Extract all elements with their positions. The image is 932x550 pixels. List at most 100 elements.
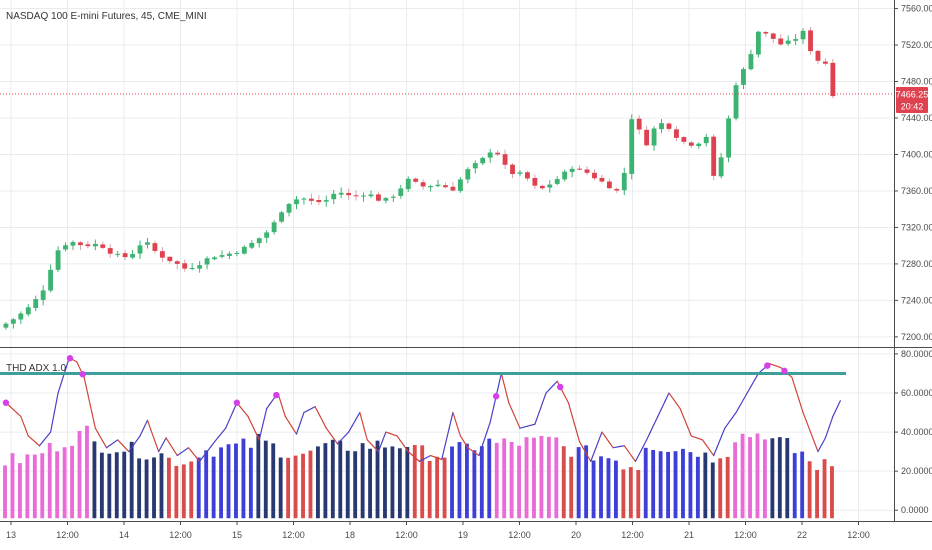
adx-line-segment	[191, 451, 197, 458]
adx-line-segment	[228, 410, 234, 421]
adx-line-segment	[508, 402, 514, 412]
adx-line-segment	[530, 423, 536, 426]
adx-line-segment	[105, 444, 111, 449]
candle-body	[674, 129, 679, 138]
adx-axis[interactable]: 80.0000 60.0000 40.0000 20.0000 0.0000	[894, 349, 932, 515]
adx-line-segment	[545, 388, 551, 394]
histogram-bar	[606, 458, 611, 519]
histogram-bar	[599, 456, 603, 519]
adx-tick-label: 40.0000	[901, 427, 932, 437]
time-tick-label: 12:00	[56, 530, 79, 540]
histogram-bar	[636, 470, 641, 519]
adx-line-segment	[314, 406, 320, 415]
main-chart-title[interactable]: NASDAQ 100 E-mini Futures, 45, CME_MINI	[6, 11, 207, 22]
price-tick-label: 7400.00	[901, 149, 932, 159]
histogram-bar	[479, 446, 484, 519]
time-tick-label: 12:00	[621, 530, 644, 540]
adx-line-segment	[113, 439, 119, 444]
candle-body	[55, 250, 61, 270]
candle-body	[405, 178, 411, 190]
adx-line-segment	[42, 436, 48, 442]
countdown-label: 20:42	[901, 102, 924, 112]
time-axis[interactable]: 13 12:00 14 12:00 15 12:00 18 12:00 19 12:00 20 12:…	[6, 521, 870, 540]
candle-body	[435, 184, 441, 187]
candle-body	[63, 245, 68, 250]
adx-line-segment	[9, 405, 14, 411]
adx-line-segment	[98, 434, 104, 442]
adx-line-segment	[262, 408, 268, 425]
candle-body	[301, 198, 307, 200]
adx-line-segment	[519, 426, 525, 429]
indicator-title[interactable]: THD ADX 1.0	[6, 363, 66, 374]
adx-line-segment	[817, 444, 823, 453]
histogram-bar	[524, 437, 529, 519]
adx-line-segment	[370, 443, 376, 449]
candle-body	[517, 172, 523, 174]
histogram-bar	[502, 438, 507, 519]
histogram-bar	[658, 451, 663, 519]
candle-body	[763, 32, 769, 34]
adx-line-segment	[482, 432, 488, 446]
candle-body	[212, 257, 217, 260]
candle-body	[621, 172, 627, 191]
histogram-bar	[651, 449, 656, 519]
adx-line-segment	[798, 400, 804, 414]
adx-line-segment	[247, 415, 253, 425]
histogram-bar	[442, 457, 447, 519]
histogram-bar	[405, 447, 410, 519]
adx-line-segment	[832, 408, 838, 418]
adx-line-segment	[452, 411, 458, 425]
candle-body	[256, 238, 262, 244]
adx-line-segment	[608, 441, 614, 449]
adx-line-segment	[418, 458, 424, 462]
adx-line-segment	[619, 445, 625, 447]
candle-body	[294, 199, 299, 205]
adx-line-segment	[686, 426, 692, 437]
histogram-bar	[248, 447, 253, 519]
adx-line-segment	[701, 439, 707, 446]
adx-line-segment	[649, 423, 655, 433]
candle-body	[510, 164, 515, 174]
histogram-bar	[718, 458, 723, 519]
histogram-bar	[591, 460, 596, 519]
adx-line-segment	[698, 437, 704, 441]
candle-body	[115, 253, 121, 255]
price-tick-label: 7200.00	[901, 332, 932, 342]
histogram-bar	[375, 440, 380, 519]
adx-line-segment	[12, 408, 18, 414]
candle-body	[286, 203, 292, 213]
adx-line-segment	[835, 400, 841, 410]
adx-line-segment	[705, 444, 711, 451]
candle-body	[323, 200, 329, 202]
candle-body	[353, 195, 359, 197]
adx-line-segment	[76, 361, 82, 371]
candle-body	[726, 118, 731, 158]
adx-line-segment	[694, 436, 700, 440]
candle-body	[569, 168, 575, 172]
adx-line-segment	[597, 431, 603, 443]
candle-body	[174, 261, 180, 264]
adx-signal-dot	[66, 355, 74, 362]
adx-line-segment	[381, 431, 387, 443]
adx-line-segment	[243, 411, 249, 418]
candle-body	[122, 253, 128, 258]
price-candles	[3, 26, 836, 330]
adx-line-segment	[83, 376, 89, 395]
adx-line-segment	[791, 376, 797, 390]
time-tick-label: 12:00	[395, 530, 418, 540]
adx-line-segment	[154, 440, 160, 453]
time-tick-label: 21	[684, 530, 694, 540]
price-axis[interactable]: 7560.00 7520.00 7480.00 7440.00 7400.00 7360.…	[894, 4, 932, 342]
adx-line-segment	[605, 436, 610, 444]
adx-line-segment	[776, 365, 782, 369]
adx-line-segment	[593, 441, 599, 453]
candle-body	[525, 172, 530, 179]
histogram-bar	[129, 441, 134, 519]
adx-line-segment	[441, 443, 447, 461]
adx-line-segment	[668, 392, 674, 399]
adx-line-segment	[578, 441, 584, 449]
adx-signal-dot	[492, 393, 500, 400]
candle-body	[383, 198, 389, 201]
adx-line-segment	[478, 443, 484, 457]
